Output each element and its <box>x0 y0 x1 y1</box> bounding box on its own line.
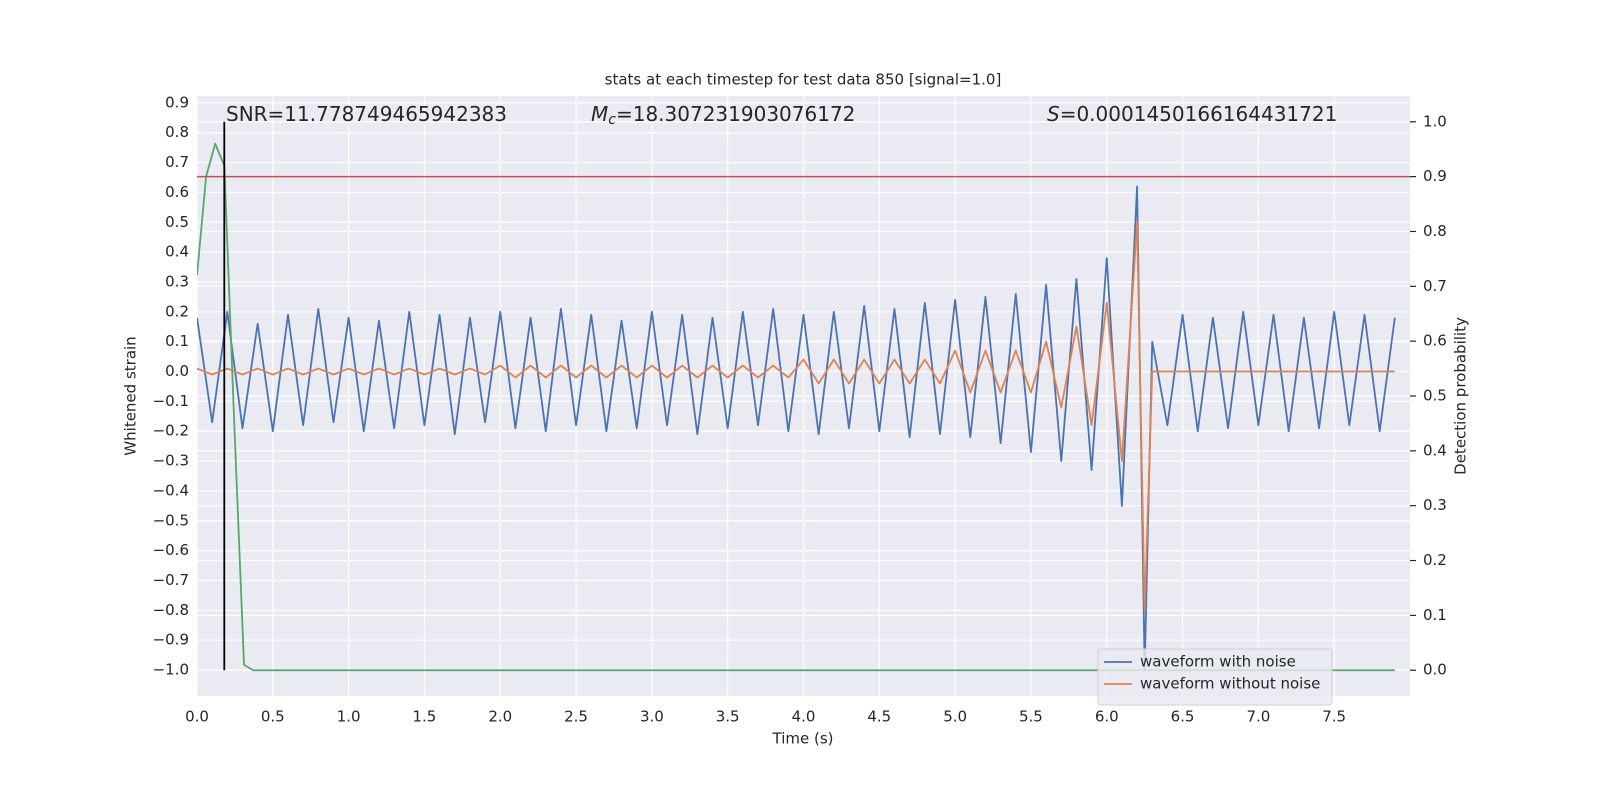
y-tick-label: 0.6 <box>165 183 189 201</box>
x-tick-label: 0.5 <box>261 708 285 726</box>
y-tick-label: −0.2 <box>153 422 189 440</box>
x-tick-label: 1.5 <box>413 708 437 726</box>
y2-tick-label: 0.3 <box>1423 496 1447 514</box>
legend-label: waveform with noise <box>1140 653 1296 671</box>
x-tick-label: 6.0 <box>1095 708 1119 726</box>
annotation-part: M <box>591 102 608 126</box>
x-tick-label: 4.0 <box>792 708 816 726</box>
y2-tick-label: 0.2 <box>1423 551 1447 569</box>
x-axis-label: Time (s) <box>772 730 834 748</box>
y-tick-label: 0.7 <box>165 153 189 171</box>
annotation: Mc=18.307231903076172 <box>591 102 855 129</box>
y-tick-label: −0.1 <box>153 392 189 410</box>
y-tick-label: −0.8 <box>153 601 189 619</box>
x-tick-label: 1.0 <box>337 708 361 726</box>
chart-title: stats at each timestep for test data 850… <box>605 71 1002 89</box>
series-line <box>197 185 1396 671</box>
y2-axis-label: Detection probability <box>1452 317 1470 475</box>
y2-tick-label: 0.8 <box>1423 222 1447 240</box>
x-tick-label: 2.5 <box>564 708 588 726</box>
y2-tick-label: 1.0 <box>1423 112 1447 130</box>
annotation-part: =0.0001450166164431721 <box>1060 102 1338 126</box>
annotation-part: SNR=11.778749465942383 <box>226 102 507 126</box>
y-tick-label: −0.4 <box>153 481 189 499</box>
series-line <box>197 221 1395 612</box>
x-tick-label: 0.0 <box>185 708 209 726</box>
y2-tick-label: 0.5 <box>1423 387 1447 405</box>
y-tick-label: 0.0 <box>165 362 189 380</box>
y-tick-label: 0.5 <box>165 213 189 231</box>
y-tick-label: 0.1 <box>165 332 189 350</box>
annotation-part: S <box>1047 102 1060 126</box>
x-tick-label: 5.0 <box>943 708 967 726</box>
x-tick-label: 3.5 <box>716 708 740 726</box>
y-tick-label: 0.9 <box>165 93 189 111</box>
x-tick-label: 5.5 <box>1019 708 1043 726</box>
y-axis-label: Whitened strain <box>122 336 140 455</box>
y2-tick-label: 0.4 <box>1423 441 1447 459</box>
legend-box <box>1097 648 1333 706</box>
annotation: S=0.0001450166164431721 <box>1047 102 1337 126</box>
y2-tick-label: 0.0 <box>1423 661 1447 679</box>
x-tick-label: 7.5 <box>1322 708 1346 726</box>
y2-tick-label: 0.9 <box>1423 167 1447 185</box>
y-tick-label: 0.3 <box>165 272 189 290</box>
annotation: SNR=11.778749465942383 <box>226 102 507 126</box>
y-tick-label: −1.0 <box>153 661 189 679</box>
y-tick-label: −0.3 <box>153 452 189 470</box>
annotation-part: c <box>608 112 616 128</box>
x-tick-label: 7.0 <box>1246 708 1270 726</box>
x-tick-label: 3.0 <box>640 708 664 726</box>
y2-tick-label: 0.7 <box>1423 277 1447 295</box>
x-tick-label: 6.5 <box>1171 708 1195 726</box>
y-tick-label: −0.7 <box>153 571 189 589</box>
annotation-part: =18.307231903076172 <box>616 102 855 126</box>
y-tick-label: 0.8 <box>165 123 189 141</box>
y-tick-label: 0.2 <box>165 302 189 320</box>
y-tick-label: 0.4 <box>165 243 189 261</box>
y2-tick-label: 0.1 <box>1423 606 1447 624</box>
y2-tick-label: 0.6 <box>1423 332 1447 350</box>
y-tick-label: −0.5 <box>153 511 189 529</box>
y-tick-label: −0.6 <box>153 541 189 559</box>
legend-label: waveform without noise <box>1140 675 1320 693</box>
y-tick-label: −0.9 <box>153 631 189 649</box>
series-line <box>197 142 1395 672</box>
x-tick-label: 4.5 <box>867 708 891 726</box>
x-tick-label: 2.0 <box>488 708 512 726</box>
